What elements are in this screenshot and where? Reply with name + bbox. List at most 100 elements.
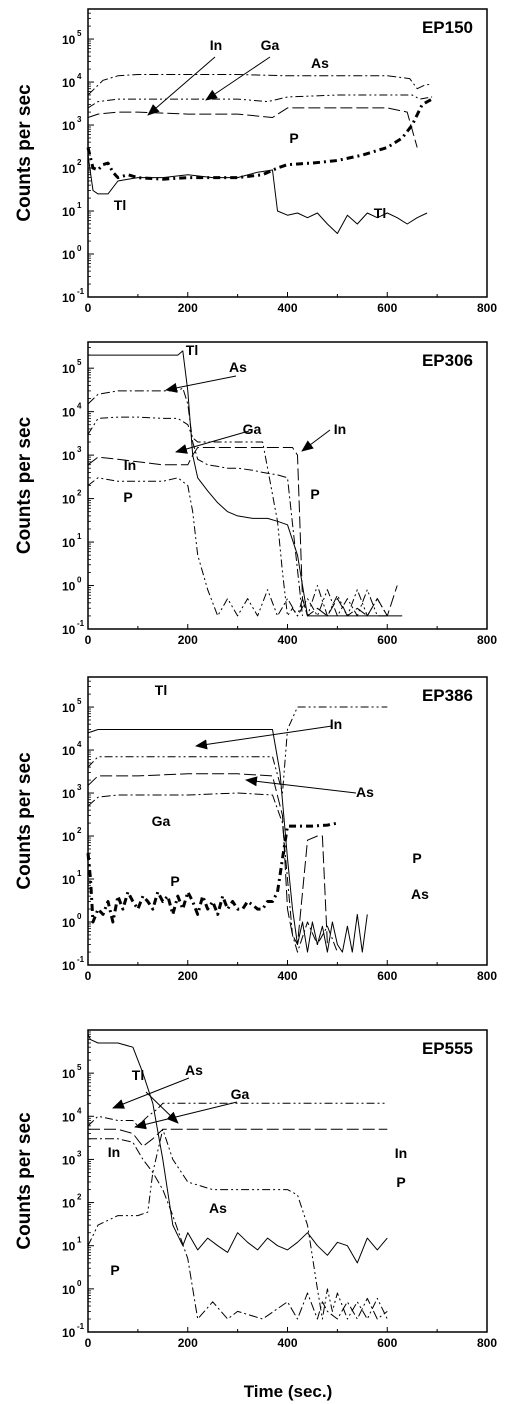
y-axis-label: Counts per sec bbox=[14, 752, 35, 890]
plot-frame bbox=[87, 341, 488, 630]
annotation-arrow bbox=[134, 1101, 238, 1130]
y-tick-label: 10 bbox=[62, 830, 76, 844]
series-annotation-tl: Tl bbox=[114, 197, 126, 213]
x-tick-label: 800 bbox=[477, 633, 497, 647]
y-tick-exponent: 1 bbox=[77, 201, 82, 210]
y-tick-exponent: 0 bbox=[77, 244, 82, 253]
annotation-arrow bbox=[145, 1091, 179, 1124]
series-annotation-tl: Tl bbox=[374, 205, 386, 221]
plot-frame bbox=[87, 676, 488, 966]
y-tick-exponent: 0 bbox=[77, 912, 82, 921]
series-annotation-p: P bbox=[310, 486, 319, 502]
x-axis-label: Time (sec.) bbox=[244, 1382, 333, 1401]
y-tick-label: 10 bbox=[62, 744, 76, 758]
series-line-p bbox=[87, 1128, 388, 1320]
series-annotation-as: As bbox=[356, 784, 374, 800]
y-tick-exponent: -1 bbox=[77, 287, 85, 296]
y-tick-label: 10 bbox=[62, 1110, 76, 1124]
series-line-ga bbox=[87, 94, 433, 109]
annotation-arrow bbox=[195, 725, 333, 750]
series-annotation-in: In bbox=[210, 37, 222, 53]
series-annotation-tl: Tl bbox=[132, 1067, 144, 1083]
panel-title: EP306 bbox=[422, 351, 473, 370]
y-tick-exponent: -1 bbox=[77, 955, 85, 964]
series-annotation-in: In bbox=[108, 1144, 120, 1160]
x-tick-label: 400 bbox=[277, 301, 297, 315]
y-tick-label: 10 bbox=[62, 623, 76, 637]
y-tick-exponent: 5 bbox=[77, 29, 82, 38]
series-line-as bbox=[87, 1102, 388, 1127]
series-line-as bbox=[87, 74, 433, 96]
series-annotation-in: In bbox=[124, 457, 136, 473]
series-line-in bbox=[87, 706, 388, 794]
series-annotation-p: P bbox=[110, 1262, 119, 1278]
series-line-ga bbox=[87, 416, 388, 617]
plot-frame bbox=[87, 1029, 488, 1333]
y-axis-label: Counts per sec bbox=[14, 1112, 35, 1250]
series-annotation-ga: Ga bbox=[152, 813, 171, 829]
y-tick-exponent: 2 bbox=[77, 826, 82, 835]
y-tick-label: 10 bbox=[62, 580, 76, 594]
series-line-in bbox=[87, 107, 418, 148]
y-tick-label: 10 bbox=[62, 1153, 76, 1167]
series-line-ga bbox=[87, 792, 338, 953]
series-annotation-in: In bbox=[330, 716, 342, 732]
y-tick-exponent: 2 bbox=[77, 1193, 82, 1202]
y-tick-label: 10 bbox=[62, 162, 76, 176]
y-tick-exponent: 3 bbox=[77, 1149, 82, 1158]
y-tick-label: 10 bbox=[62, 493, 76, 507]
series-annotation-p: P bbox=[412, 850, 421, 866]
x-tick-label: 0 bbox=[85, 301, 92, 315]
y-tick-exponent: -1 bbox=[77, 619, 85, 628]
annotation-arrow bbox=[147, 56, 216, 116]
series-annotation-as: As bbox=[209, 1200, 227, 1216]
y-tick-exponent: 0 bbox=[77, 1279, 82, 1288]
y-tick-exponent: 4 bbox=[77, 1106, 82, 1115]
annotation-arrow bbox=[245, 776, 357, 794]
annotation-arrow bbox=[165, 375, 237, 393]
series-annotation-tl: Tl bbox=[155, 682, 167, 698]
plot-frame bbox=[87, 8, 488, 298]
y-tick-label: 10 bbox=[62, 1197, 76, 1211]
series-annotation-ga: Ga bbox=[261, 37, 280, 53]
x-tick-label: 800 bbox=[477, 969, 497, 983]
y-tick-exponent: -1 bbox=[77, 1322, 85, 1331]
y-tick-exponent: 5 bbox=[77, 1063, 82, 1072]
x-tick-label: 0 bbox=[85, 1336, 92, 1350]
x-tick-label: 200 bbox=[178, 1336, 198, 1350]
y-tick-label: 10 bbox=[62, 205, 76, 219]
x-tick-label: 200 bbox=[178, 301, 198, 315]
y-tick-exponent: 0 bbox=[77, 576, 82, 585]
y-tick-label: 10 bbox=[62, 916, 76, 930]
series-line-as bbox=[87, 773, 328, 945]
series-line-as bbox=[87, 387, 303, 616]
y-tick-label: 10 bbox=[62, 873, 76, 887]
panel-title: EP386 bbox=[422, 686, 473, 705]
y-tick-exponent: 1 bbox=[77, 532, 82, 541]
series-line-tl bbox=[87, 155, 428, 234]
y-tick-exponent: 3 bbox=[77, 115, 82, 124]
y-tick-label: 10 bbox=[62, 119, 76, 133]
y-tick-exponent: 4 bbox=[77, 740, 82, 749]
annotation-arrow bbox=[205, 56, 271, 101]
series-annotation-ga: Ga bbox=[231, 1086, 250, 1102]
y-tick-label: 10 bbox=[62, 449, 76, 463]
annotation-arrow bbox=[175, 430, 250, 454]
series-annotation-as: As bbox=[411, 886, 429, 902]
x-tick-label: 600 bbox=[377, 633, 397, 647]
y-tick-label: 10 bbox=[62, 33, 76, 47]
y-tick-label: 10 bbox=[62, 787, 76, 801]
y-tick-label: 10 bbox=[62, 406, 76, 420]
x-tick-label: 600 bbox=[377, 969, 397, 983]
series-annotation-in: In bbox=[334, 421, 346, 437]
x-tick-label: 400 bbox=[277, 633, 297, 647]
y-tick-exponent: 2 bbox=[77, 489, 82, 498]
panel-title: EP150 bbox=[422, 18, 473, 37]
y-tick-label: 10 bbox=[62, 1283, 76, 1297]
y-tick-exponent: 4 bbox=[77, 72, 82, 81]
y-tick-label: 10 bbox=[62, 1326, 76, 1340]
y-axis-label: Counts per sec bbox=[14, 416, 35, 554]
